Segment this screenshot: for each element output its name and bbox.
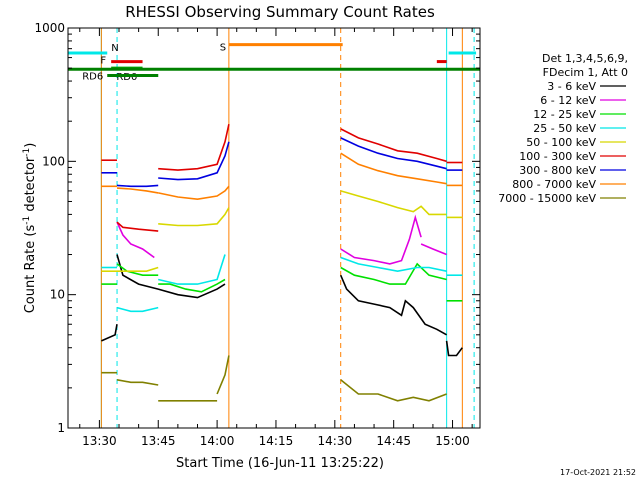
timestamp: 17-Oct-2021 21:52: [560, 468, 636, 477]
y-axis-label-sup2: -1: [22, 148, 32, 157]
series-line-2-2: [158, 278, 226, 293]
legend-entry-label: 300 - 800 keV: [519, 164, 596, 177]
x-axis: 13:30 13:45 14:00 14:15 14:30 14:45 15:00: [79, 28, 473, 448]
y-tick-label: 1: [57, 421, 65, 435]
x-tick-label: 14:15: [259, 434, 294, 448]
plot-frame: [67, 27, 481, 429]
series-line-0-0: [101, 324, 118, 342]
flag-label-rd0: RD0: [116, 72, 137, 83]
series-line-0-2: [339, 274, 447, 336]
legend-entry-label: 100 - 300 keV: [519, 150, 596, 163]
series-line-2-1: [116, 263, 159, 276]
legend-entry-label: 12 - 25 keV: [533, 108, 596, 121]
flag-label-s: S: [220, 43, 226, 54]
series-line-0-3: [445, 340, 463, 357]
series-line-5-3: [340, 128, 447, 163]
flag-label-f: F: [100, 56, 106, 67]
x-axis-label: Start Time (16-Jun-11 13:25:22): [176, 456, 384, 471]
y-axis-label-main: Count Rate (s: [23, 225, 38, 314]
legend-header-line: FDecim 1, Att 0: [543, 66, 628, 79]
legend-entry-label: 800 - 7000 keV: [512, 178, 596, 191]
series-line-8-1: [116, 379, 159, 386]
x-tick-label: 15:00: [435, 434, 470, 448]
series-line-1-2: [420, 243, 447, 256]
y-tick-label: 100: [42, 154, 65, 168]
series-line-6-2: [158, 141, 230, 181]
series-line-3-1: [116, 306, 159, 313]
series-line-1-0: [116, 221, 155, 259]
y-axis: 1 10 100 1000: [34, 21, 480, 435]
legend-entry-label: 25 - 50 keV: [533, 122, 596, 135]
legend-header-line: Det 1,3,4,5,6,9,: [542, 52, 628, 65]
series-line-1-1: [340, 214, 422, 265]
x-tick-label: 14:00: [200, 434, 235, 448]
series-line-3-3: [340, 256, 447, 273]
plot-area: N S F RD0 RD6: [68, 28, 480, 428]
series-line-6-1: [116, 184, 159, 188]
y-axis-label-sup1: -1: [22, 216, 32, 225]
y-tick-label: 10: [50, 288, 65, 302]
series-line-0-1: [116, 254, 226, 299]
series-line-7-2: [158, 185, 230, 201]
legend: Det 1,3,4,5,6,9,FDecim 1, Att 03 - 6 keV…: [498, 52, 628, 205]
chart-title: RHESSI Observing Summary Count Rates: [125, 3, 435, 21]
flag-label-rd6: RD6: [82, 72, 103, 83]
legend-entry-label: 6 - 12 keV: [540, 94, 596, 107]
y-axis-label-end: ): [23, 143, 38, 148]
legend-entry-label: 7000 - 15000 keV: [498, 192, 596, 205]
flag-label-n: N: [111, 43, 118, 54]
series-line-8-3: [216, 355, 230, 395]
y-axis-label: Count Rate (s-1 detector-1): [22, 143, 38, 314]
x-tick-label: 13:30: [82, 434, 117, 448]
x-tick-label: 14:30: [318, 434, 353, 448]
y-axis-label-mid: detector: [23, 156, 38, 216]
series-line-4-3: [340, 190, 447, 216]
series-line-7-3: [340, 152, 447, 185]
legend-entry-label: 50 - 100 keV: [526, 136, 596, 149]
y-tick-label: 1000: [34, 21, 65, 35]
x-tick-label: 13:45: [141, 434, 176, 448]
series-line-8-4: [340, 379, 447, 402]
legend-entry-label: 3 - 6 keV: [547, 80, 596, 93]
series-line-7-1: [116, 187, 159, 194]
x-tick-label: 14:45: [376, 434, 411, 448]
series-line-5-1: [116, 221, 159, 232]
series-line-4-2: [158, 207, 230, 227]
series-line-6-3: [340, 137, 447, 170]
series-line-5-2: [158, 124, 230, 171]
series-line-3-2: [158, 254, 226, 285]
series-line-4-1: [117, 266, 159, 272]
series-line-2-3: [340, 262, 447, 285]
